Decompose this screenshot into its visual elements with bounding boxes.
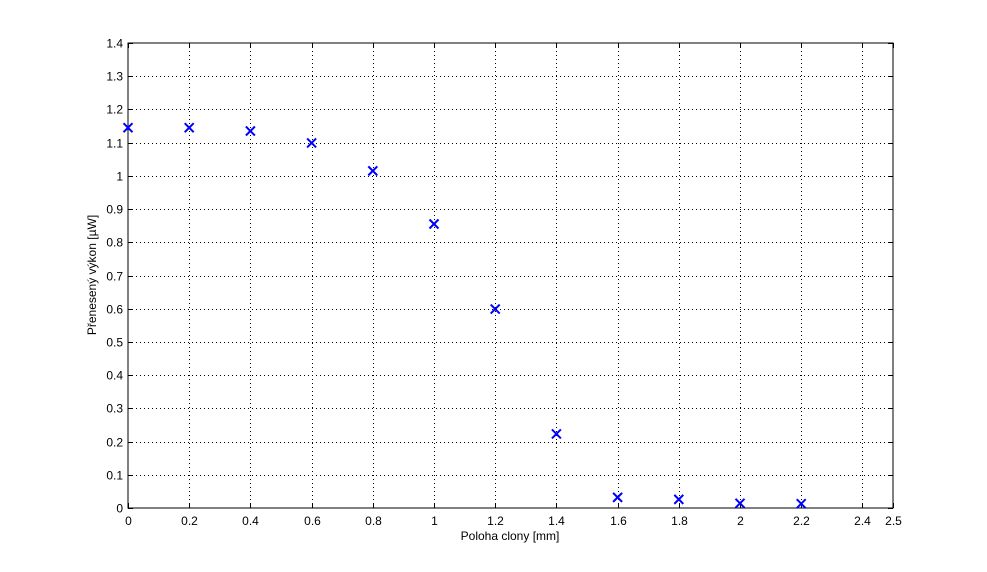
data-point-marker <box>612 492 623 503</box>
y-tick-label: 0.1 <box>106 469 123 483</box>
x-tick-label: 0.6 <box>304 514 321 528</box>
data-point-marker <box>551 428 562 440</box>
x-tick-label: 2.2 <box>793 514 810 528</box>
y-tick-label: 0.8 <box>106 236 123 250</box>
data-points <box>122 122 807 509</box>
data-point-marker <box>673 494 685 505</box>
y-tick-label: 0.4 <box>106 369 123 383</box>
x-tick-label: 1 <box>431 514 438 528</box>
y-tick-label: 1.2 <box>106 103 123 117</box>
y-tick-label: 0.7 <box>106 270 123 284</box>
data-point-marker <box>183 122 195 133</box>
y-axis-label: Přenesený výkon [µW] <box>85 215 99 335</box>
x-tick-label: 1.4 <box>548 514 565 528</box>
data-point-marker <box>122 122 134 133</box>
axis-ticks: 0 0.2 0.4 0.6 0.8 1 1.2 1.4 1.6 1.8 2 2.2 2.4 2.5 0 0.1… <box>106 37 902 529</box>
x-tick-label: 2 <box>737 514 744 528</box>
y-tick-label: 0.6 <box>106 303 123 317</box>
y-tick-label: 0.2 <box>106 436 123 450</box>
data-point-marker <box>734 498 746 509</box>
x-tick-label: 1.2 <box>487 514 504 528</box>
y-tick-label: 1.3 <box>106 70 123 84</box>
x-axis-label: Poloha clony [mm] <box>461 529 560 543</box>
y-tick-label: 1.4 <box>106 37 123 51</box>
plot-area-frame <box>127 42 894 509</box>
data-point-marker <box>489 303 501 315</box>
y-tick-label: 0.5 <box>106 336 123 350</box>
y-tick-label: 1 <box>116 170 123 184</box>
data-point-marker <box>306 137 317 149</box>
y-tick-label: 0.9 <box>106 203 123 217</box>
data-point-marker <box>428 218 440 230</box>
x-tick-label: 1.8 <box>671 514 688 528</box>
x-tick-label: 2.5 <box>885 514 902 528</box>
x-tick-label: 0.4 <box>242 514 259 528</box>
data-point-marker <box>795 498 807 509</box>
data-point-marker <box>367 165 379 177</box>
grid-lines <box>128 43 893 508</box>
x-tick-label: 0 <box>125 514 132 528</box>
x-tick-label: 0.2 <box>181 514 198 528</box>
x-tick-label: 0.8 <box>365 514 382 528</box>
x-tick-label: 2.4 <box>854 514 871 528</box>
data-point-marker <box>245 125 256 137</box>
x-tick-label: 1.6 <box>610 514 627 528</box>
y-tick-label: 1.1 <box>106 137 123 151</box>
y-tick-label: 0 <box>116 502 123 516</box>
y-tick-label: 0.3 <box>106 402 123 416</box>
